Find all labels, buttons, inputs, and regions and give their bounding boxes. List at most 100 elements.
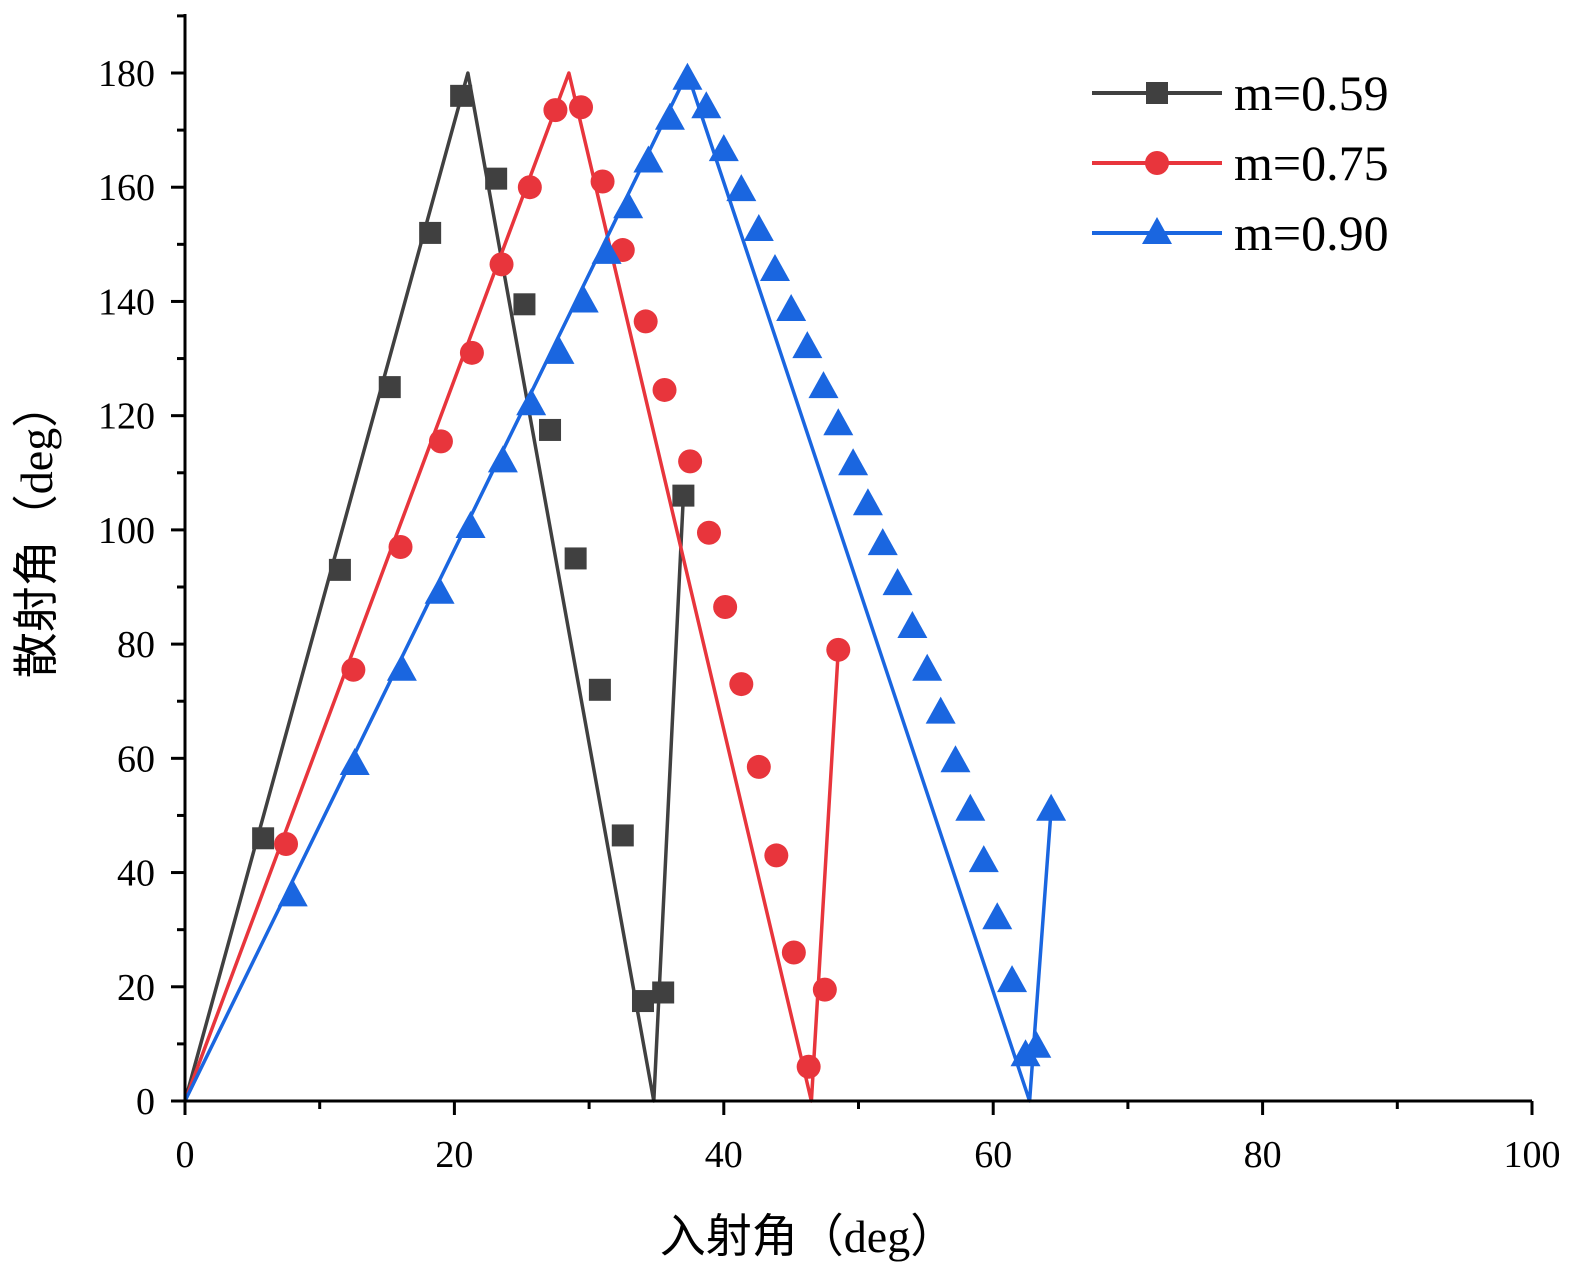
data-point-circle bbox=[764, 843, 789, 868]
data-point-square bbox=[485, 167, 508, 190]
data-point-circle bbox=[633, 309, 658, 334]
y-tick-label: 20 bbox=[117, 967, 155, 1009]
data-point-triangle bbox=[568, 285, 599, 313]
x-tick-label: 20 bbox=[435, 1134, 473, 1176]
y-tick-label: 180 bbox=[98, 53, 155, 95]
data-point-square bbox=[450, 84, 473, 107]
data-point-triangle bbox=[339, 748, 370, 776]
data-point-circle bbox=[652, 377, 677, 402]
y-tick-label: 40 bbox=[117, 853, 155, 895]
x-tick-label: 40 bbox=[705, 1134, 743, 1176]
series-line-m=0.59 bbox=[183, 71, 686, 1103]
y-tick-label: 120 bbox=[98, 396, 155, 438]
data-point-triangle bbox=[455, 511, 486, 539]
data-point-square bbox=[419, 221, 442, 244]
data-point-triangle bbox=[654, 102, 685, 130]
data-point-triangle bbox=[672, 62, 703, 90]
data-point-circle bbox=[459, 340, 484, 365]
data-point-triangle bbox=[882, 568, 913, 596]
data-point-square bbox=[513, 293, 536, 316]
data-point-triangle bbox=[852, 488, 883, 516]
data-point-circle bbox=[274, 832, 299, 856]
data-point-triangle bbox=[424, 576, 455, 604]
series-line-m=0.90 bbox=[183, 71, 1053, 1103]
data-point-square bbox=[672, 484, 695, 507]
x-tick-label: 80 bbox=[1244, 1134, 1282, 1176]
y-axis-title: 散射角（deg） bbox=[11, 382, 62, 678]
data-point-circle bbox=[826, 637, 851, 662]
x-tick-label: 100 bbox=[1504, 1134, 1561, 1176]
data-point-triangle bbox=[925, 696, 956, 724]
data-point-square bbox=[631, 990, 654, 1013]
y-tick-label: 160 bbox=[98, 167, 155, 209]
data-point-circle bbox=[812, 977, 837, 1002]
data-point-circle bbox=[428, 429, 453, 454]
data-point-triangle bbox=[1021, 1030, 1052, 1058]
data-point-circle bbox=[517, 175, 542, 200]
data-point-triangle bbox=[792, 331, 823, 359]
data-point-circle bbox=[678, 449, 703, 474]
legend-label: m=0.90 bbox=[1234, 205, 1389, 261]
data-point-circle bbox=[796, 1054, 821, 1079]
data-point-square bbox=[588, 678, 611, 701]
data-point-triangle bbox=[867, 528, 898, 556]
legend-label: m=0.59 bbox=[1234, 65, 1389, 121]
data-point-triangle bbox=[726, 174, 757, 202]
legend-label: m=0.75 bbox=[1234, 135, 1389, 191]
data-point-triangle bbox=[743, 214, 774, 242]
data-point-square bbox=[328, 558, 351, 581]
x-axis-title: 入射角（deg） bbox=[660, 1211, 956, 1262]
y-tick-label: 60 bbox=[117, 738, 155, 780]
data-point-circle bbox=[543, 98, 568, 123]
data-point-triangle bbox=[516, 388, 547, 416]
data-point-triangle bbox=[955, 793, 986, 821]
y-tick-label: 100 bbox=[98, 510, 155, 552]
data-point-triangle bbox=[386, 653, 417, 681]
data-point-triangle bbox=[940, 745, 971, 773]
data-point-triangle bbox=[277, 879, 308, 907]
plot-lines bbox=[183, 71, 1053, 1103]
data-point-triangle bbox=[968, 845, 999, 873]
data-point-triangle bbox=[487, 445, 518, 473]
data-point-circle bbox=[746, 754, 771, 779]
data-point-triangle bbox=[912, 653, 943, 681]
data-point-triangle bbox=[544, 336, 575, 364]
legend-marker-square bbox=[1146, 82, 1168, 104]
data-point-square bbox=[652, 981, 675, 1004]
data-point-triangle bbox=[691, 91, 722, 119]
data-point-square bbox=[252, 827, 275, 850]
data-point-triangle bbox=[759, 254, 790, 282]
data-point-triangle bbox=[808, 371, 839, 399]
x-tick-label: 60 bbox=[974, 1134, 1012, 1176]
data-point-triangle bbox=[591, 236, 622, 264]
data-point-circle bbox=[388, 535, 413, 560]
y-tick-label: 140 bbox=[98, 281, 155, 323]
data-point-triangle bbox=[997, 965, 1028, 993]
data-point-square bbox=[539, 418, 562, 441]
ticks: 0 20 40 60 80 100 0 20 40 60 80 100 120 140 160 180 bbox=[98, 14, 1561, 1176]
data-point-triangle bbox=[982, 902, 1013, 930]
data-point-square bbox=[611, 824, 634, 847]
data-point-circle bbox=[713, 594, 738, 619]
data-point-square bbox=[564, 547, 587, 570]
data-point-circle bbox=[696, 520, 721, 545]
x-tick-label: 0 bbox=[176, 1134, 195, 1176]
data-point-circle bbox=[781, 940, 806, 965]
data-point-square bbox=[378, 376, 401, 399]
y-tick-label: 0 bbox=[136, 1081, 155, 1123]
data-point-triangle bbox=[838, 448, 869, 476]
data-point-triangle bbox=[1036, 793, 1067, 821]
data-point-circle bbox=[341, 657, 366, 682]
series-line-m=0.75 bbox=[183, 71, 841, 1103]
legend: m=0.59 m=0.75 m=0.90 bbox=[1092, 65, 1389, 261]
data-point-triangle bbox=[897, 610, 928, 638]
data-point-circle bbox=[489, 252, 514, 277]
legend-marker-triangle bbox=[1142, 217, 1172, 244]
data-point-triangle bbox=[823, 408, 854, 436]
data-point-circle bbox=[590, 169, 615, 194]
data-point-circle bbox=[569, 95, 594, 120]
data-point-triangle bbox=[776, 294, 807, 322]
data-point-triangle bbox=[633, 145, 664, 173]
y-tick-label: 80 bbox=[117, 624, 155, 666]
